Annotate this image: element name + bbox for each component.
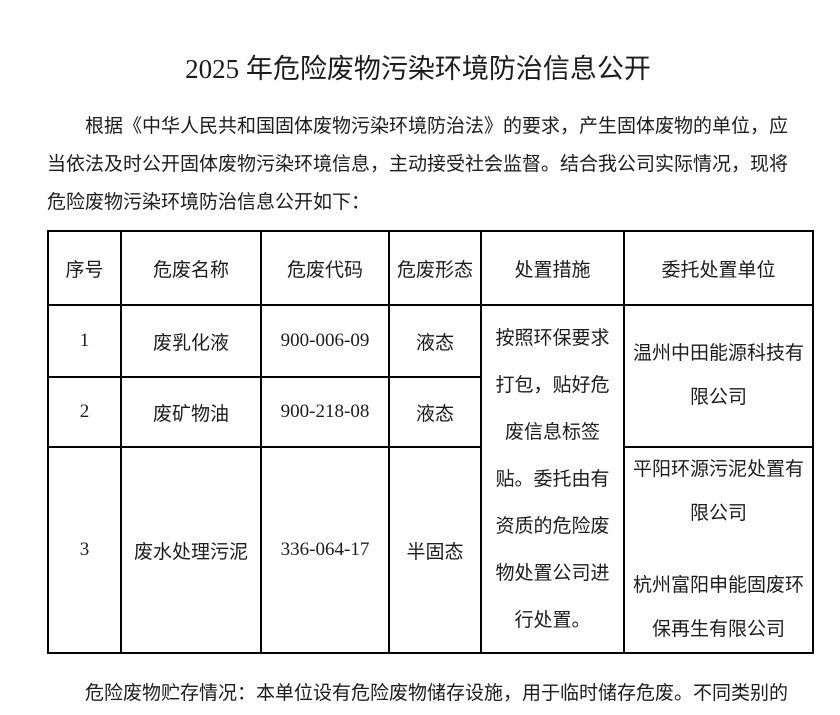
- header-cell-form: 危废形态: [388, 230, 482, 306]
- intro-line-1: 根据《中华人民共和国固体废物污染环境防治法》的要求，产生固体废物的单位，应: [85, 116, 789, 137]
- cell-form: 液态: [388, 304, 482, 378]
- entrusted-unit-pingyang: 平阳环源污泥处置有限公司: [633, 459, 805, 524]
- table-row: 1 废乳化液 900-006-09 液态 按照环保要求打包，贴好危废信息标签贴。…: [47, 304, 814, 654]
- cell-entrusted-unit-row-3: 平阳环源污泥处置有限公司 杭州富阳申能固废环保再生有限公司: [623, 446, 814, 654]
- page-title: 2025 年危险废物污染环境防治信息公开: [185, 54, 651, 84]
- intro-paragraph: 根据《中华人民共和国固体废物污染环境防治法》的要求，产生固体废物的单位，应 当依…: [47, 108, 789, 222]
- cell-entrusted-unit-rows-1-2: 温州中田能源科技有限公司: [623, 304, 814, 448]
- header-cell-code: 危废代码: [260, 230, 390, 306]
- hazardous-waste-table: 序号 危废名称 危废代码 危废形态 处置措施 委托处置单位 1 废乳化液 900…: [47, 230, 814, 654]
- header-cell-measure: 处置措施: [480, 230, 625, 306]
- entrusted-unit-hangzhou: 杭州富阳申能固废环保再生有限公司: [633, 575, 805, 640]
- header-cell-unit: 委托处置单位: [623, 230, 814, 306]
- cell-no: 3: [47, 446, 122, 654]
- intro-line-2: 当依法及时公开固体废物污染环境信息，主动接受社会监督。结合我公司实际情况，现将: [47, 154, 789, 175]
- table-row: 2 废矿物油 900-218-08 液态: [47, 376, 813, 448]
- cell-form: 液态: [388, 376, 482, 448]
- cell-name: 废矿物油: [120, 376, 262, 448]
- cell-code: 900-006-09: [260, 304, 390, 378]
- cell-code: 336-064-17: [260, 446, 390, 654]
- cell-no: 2: [47, 376, 122, 448]
- cell-disposal-measure: 按照环保要求打包，贴好危废信息标签贴。委托由有资质的危险废物处置公司进行处置。: [480, 304, 625, 654]
- cell-no: 1: [47, 304, 122, 378]
- header-cell-no: 序号: [47, 230, 122, 306]
- header-cell-name: 危废名称: [120, 230, 262, 306]
- table-header-row: 序号 危废名称 危废代码 危废形态 处置措施 委托处置单位: [47, 230, 814, 306]
- intro-line-3: 危险废物污染环境防治信息公开如下：: [47, 192, 371, 213]
- cell-name: 废乳化液: [120, 304, 262, 378]
- table-row: 3 废水处理污泥 336-064-17 半固态 平阳环源污泥处置有限公司 杭州富…: [47, 446, 814, 654]
- cell-name: 废水处理污泥: [120, 446, 262, 654]
- storage-status-paragraph: 危险废物贮存情况：本单位设有危险废物储存设施，用于临时储存危废。不同类别的: [85, 683, 789, 704]
- cell-form: 半固态: [388, 446, 482, 654]
- cell-code: 900-218-08: [260, 376, 390, 448]
